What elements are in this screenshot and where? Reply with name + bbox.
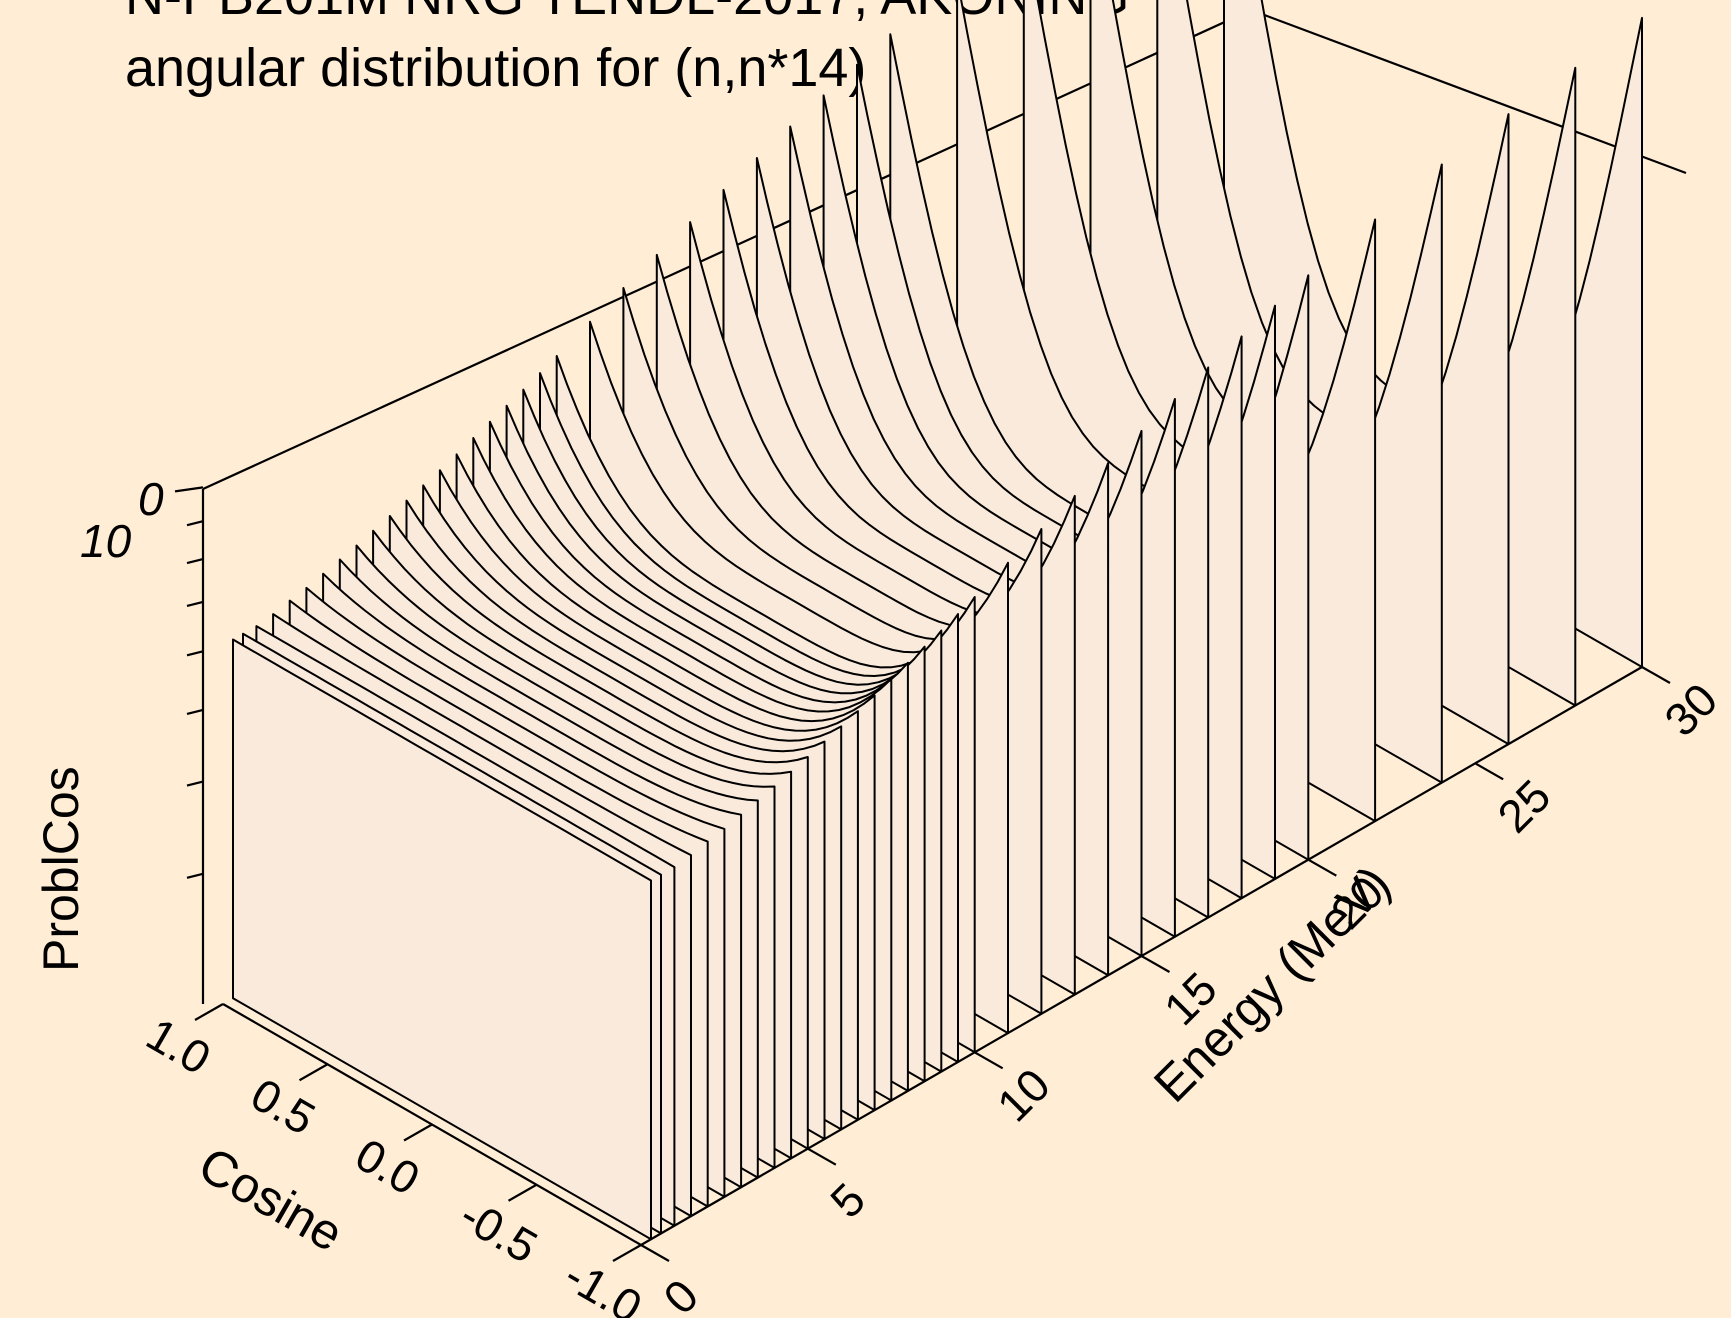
z-tick-exponent: 0 [138, 473, 164, 525]
energy-panel-0.3 [232, 638, 652, 1241]
energy-tick [1307, 858, 1337, 877]
cosine-axis-title: Cosine [190, 1136, 353, 1262]
energy-tick [1474, 762, 1504, 781]
energy-panels [232, 0, 1643, 1241]
cosine-tick [298, 1063, 329, 1082]
z-tick [186, 520, 204, 527]
cosine-tick-label: 0.5 [243, 1068, 324, 1145]
z-tick [186, 650, 204, 657]
z-tick [174, 486, 204, 493]
z-tick [186, 872, 204, 879]
chart-title-line-2: angular distribution for (n,n*14) [125, 38, 866, 98]
energy-tick [1140, 955, 1171, 973]
energy-tick-label: 25 [1487, 769, 1560, 842]
z-tick [186, 557, 204, 565]
z-axis-title: ProblCos [33, 766, 89, 972]
chart-title-line-1: N-PB201M NRG TENDL-2017, AKONING [125, 0, 1129, 26]
cosine-tick-label: -0.5 [452, 1188, 547, 1273]
energy-tick [1641, 666, 1671, 684]
energy-tick-label: 0 [653, 1269, 708, 1318]
cosine-tick [194, 1003, 224, 1021]
z-axis: 10 0 ProblCos [33, 473, 205, 1004]
energy-tick [974, 1051, 1004, 1070]
z-tick [186, 708, 204, 715]
z-ticks [174, 486, 204, 879]
energy-tick [807, 1147, 837, 1166]
cosine-tick-label: 1.0 [138, 1008, 219, 1085]
energy-tick-label: 30 [1654, 673, 1727, 746]
z-tick [186, 780, 204, 787]
cosine-tick [612, 1244, 642, 1262]
z-tick [186, 600, 204, 607]
cosine-tick-label: -1.0 [556, 1249, 651, 1318]
cosine-tick-label: 0.0 [347, 1128, 428, 1205]
z-tick-label: 10 [80, 515, 132, 567]
cosine-tick [403, 1123, 433, 1142]
cosine-tick [507, 1183, 538, 1202]
energy-tick [640, 1244, 670, 1262]
energy-tick-label: 5 [820, 1173, 875, 1228]
energy-tick-label: 10 [987, 1058, 1060, 1131]
